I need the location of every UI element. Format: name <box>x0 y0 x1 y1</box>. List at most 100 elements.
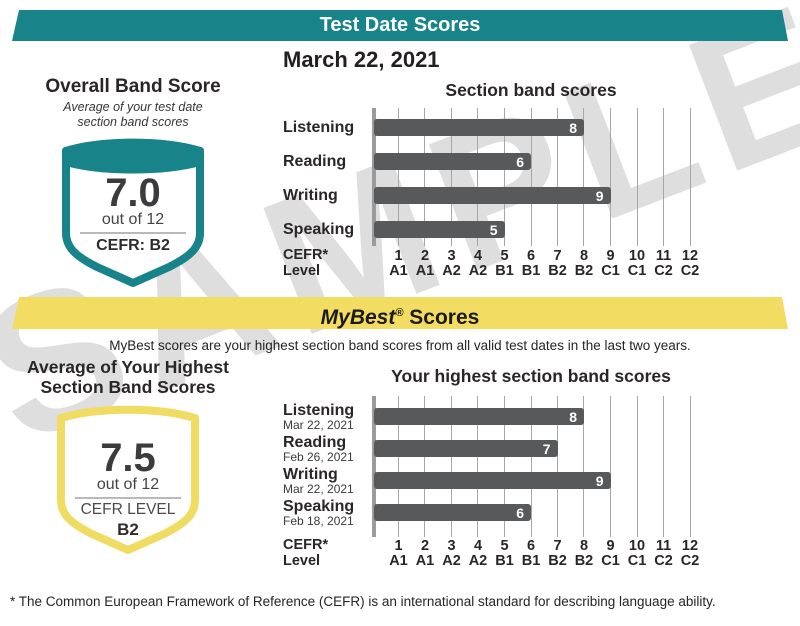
gridline <box>451 396 452 537</box>
x-axis-ticks: 1 2 3 4 5 6 7 8 9 10 11 12 A1 A1 A2 A2 B1 B1 B2 B2 C1 C1 C2 C2 <box>372 247 699 280</box>
mybest-title-line2: Section Band Scores <box>40 377 216 397</box>
overall-score-badge: 7.0 out of 12 CEFR: B2 <box>55 135 211 287</box>
chart-title: Your highest section band scores <box>391 366 671 386</box>
score-bar: 6 <box>374 504 531 521</box>
x-axis-label: CEFR* Level <box>283 537 329 569</box>
axis-tick-number: 5 <box>500 247 509 264</box>
score-value: 9 <box>595 472 604 489</box>
axis-tick-cefr: A1 <box>389 553 408 569</box>
x-tick-numbers-row: 1 2 3 4 5 6 7 8 9 10 11 12 <box>372 247 698 264</box>
axis-tick-cefr: B2 <box>548 553 567 569</box>
category-date: Mar 22, 2021 <box>283 417 354 432</box>
gridline <box>424 108 426 246</box>
gridline <box>397 108 399 246</box>
x-axis-ticks: 1 2 3 4 5 6 7 8 9 10 11 12 A1 A1 A2 A2 B1 B1 B2 B2 C1 C1 C2 C2 <box>372 537 699 570</box>
mybest-badge-divider <box>50 497 206 499</box>
score-value: 5 <box>489 221 498 238</box>
axis-tick-number: 6 <box>526 538 536 554</box>
chart-plot-area: 8 6 9 5 <box>372 108 691 246</box>
overall-badge-divider <box>55 232 211 234</box>
axis-tick-cefr: C1 <box>601 553 620 569</box>
highest-section-band-scores-chart: Your highest section band scores Listenin… <box>283 366 763 570</box>
gridline <box>663 108 664 246</box>
chart-row-label: Listening Mar 22, 2021 <box>283 401 372 433</box>
category-name: Reading <box>283 433 347 451</box>
axis-tick-cefr: C2 <box>680 553 700 569</box>
overall-band-score-panel: Overall Band Score Average of your test … <box>30 76 236 287</box>
axis-tick-cefr: A1 <box>389 262 408 279</box>
axis-tick-number: 9 <box>606 538 615 554</box>
cefr-footnote: * The Common European Framework of Refer… <box>10 594 716 609</box>
chart-plot-area: 8 7 9 6 <box>372 396 691 537</box>
overall-score-outof: out of 12 <box>101 211 165 228</box>
score-bar: 8 <box>374 119 584 136</box>
score-value: 6 <box>516 153 524 170</box>
axis-tick-cefr: A2 <box>468 553 488 569</box>
chart-grid: Listening Mar 22, 2021 Reading Feb 26, 2021… <box>283 396 763 570</box>
gridline <box>504 396 505 537</box>
axis-tick-cefr: B1 <box>521 262 541 279</box>
overall-score-value: 7.0 <box>105 171 161 215</box>
mybest-score-outof: out of 12 <box>96 476 160 493</box>
category-name: Writing <box>283 465 338 483</box>
chart-row-label: Reading Feb 26, 2021 <box>283 433 372 465</box>
mybest-title-line1: Average of Your Highest <box>27 357 229 377</box>
chart-row-label: Writing Mar 22, 2021 <box>283 465 372 497</box>
mybest-banner-rest: Scores <box>403 306 480 329</box>
gridline <box>557 396 558 537</box>
y-axis-line <box>372 396 376 537</box>
axis-tick-number: 3 <box>447 538 456 554</box>
axis-tick-number: 12 <box>681 247 699 264</box>
gridline <box>610 108 611 246</box>
axis-tick-cefr: B2 <box>574 262 594 279</box>
gridline <box>689 396 691 537</box>
axis-tick-cefr: A2 <box>442 262 461 279</box>
axis-tick-cefr: B1 <box>521 553 541 569</box>
gridline <box>397 396 399 537</box>
gridline <box>583 396 585 537</box>
axis-tick-number: 12 <box>681 538 699 554</box>
axis-tick-number: 10 <box>628 247 646 264</box>
axis-tick-cefr: A1 <box>415 553 435 569</box>
chart-category-labels: Listening Reading Writing Speaking <box>283 108 372 247</box>
x-tick-numbers-row: 1 2 3 4 5 6 7 8 9 10 11 12 <box>372 538 698 554</box>
category-name: Speaking <box>283 497 355 515</box>
chart-row-label: Reading <box>283 145 372 179</box>
x-tick-cefr-row: A1 A1 A2 A2 B1 B1 B2 B2 C1 C1 C2 C2 <box>372 262 699 279</box>
score-bar: 8 <box>374 408 584 425</box>
mybest-cefr-value: B2 <box>117 520 139 539</box>
gridline <box>530 108 532 246</box>
test-date-scores-banner-label: Test Date Scores <box>319 14 481 36</box>
axis-tick-number: 10 <box>628 538 646 554</box>
gridline <box>424 396 426 537</box>
axis-tick-cefr: B1 <box>495 262 514 279</box>
registered-mark-icon: ® <box>395 307 404 319</box>
axis-tick-number: 6 <box>526 247 536 264</box>
axis-tick-cefr: C2 <box>654 262 673 279</box>
mybest-cefr-label: CEFR LEVEL <box>80 501 176 518</box>
overall-band-score-subtitle: Average of your test date section band s… <box>30 100 236 130</box>
axis-tick-cefr: C1 <box>601 262 620 279</box>
mybest-average-title: Average of Your Highest Section Band Sco… <box>16 357 240 397</box>
x-axis-label: CEFR* Level <box>283 246 329 279</box>
overall-cefr: CEFR: B2 <box>96 237 170 254</box>
category-name: Reading <box>283 153 347 170</box>
axis-tick-number: 4 <box>473 247 483 264</box>
gridline <box>451 108 452 246</box>
overall-subtitle-line2: section band scores <box>77 115 189 129</box>
score-value: 8 <box>569 408 577 425</box>
axis-tick-cefr: C2 <box>680 262 700 279</box>
overall-subtitle-line1: Average of your test date <box>63 100 203 114</box>
gridline <box>636 108 638 246</box>
score-bar: 6 <box>374 153 531 170</box>
score-value: 9 <box>595 187 604 204</box>
score-bar: 9 <box>374 187 611 204</box>
category-date: Feb 18, 2021 <box>283 513 354 528</box>
axis-tick-number: 5 <box>500 538 509 554</box>
category-name: Speaking <box>283 221 355 238</box>
category-name: Listening <box>283 401 355 419</box>
score-value: 7 <box>542 440 551 457</box>
chart-row-label: Listening <box>283 111 372 145</box>
axis-tick-number: 1 <box>394 247 403 264</box>
